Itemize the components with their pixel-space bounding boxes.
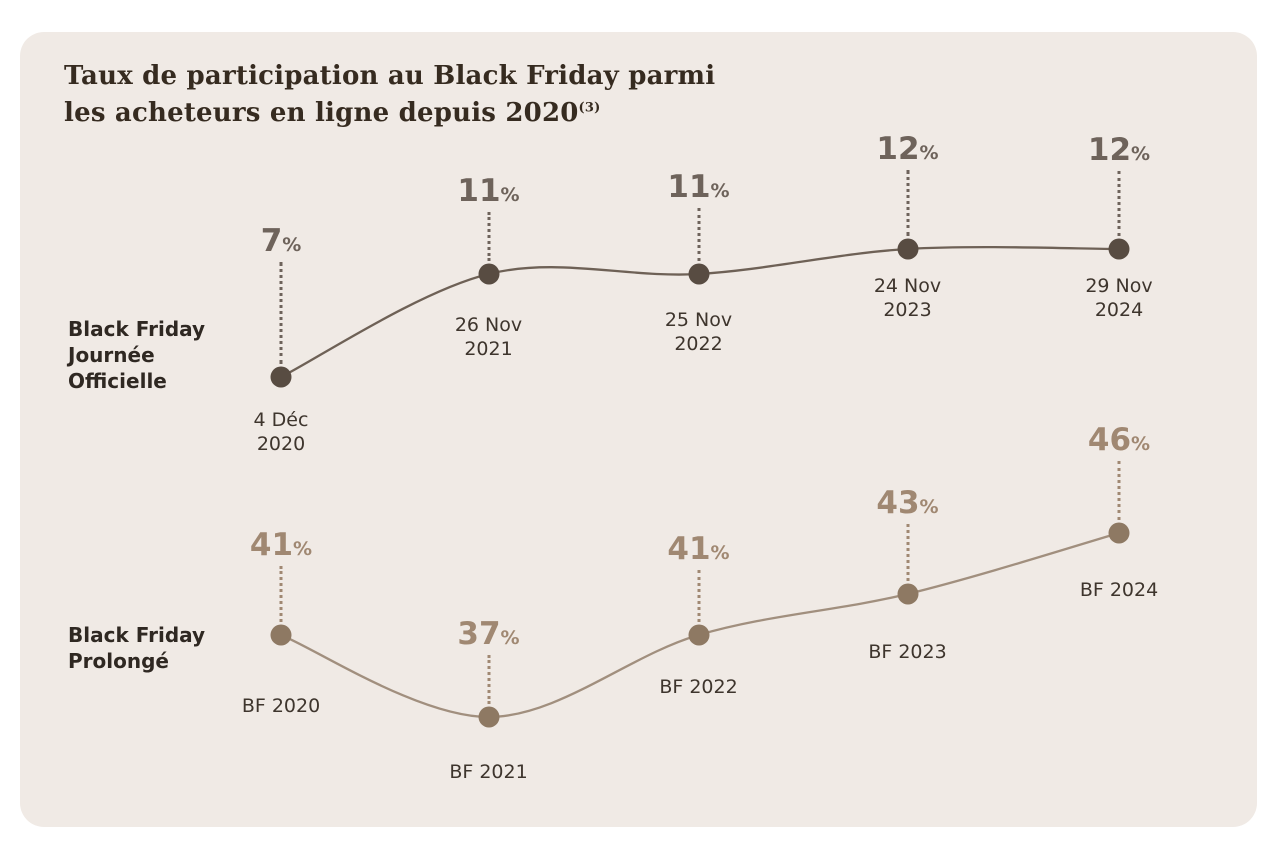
value-number: 12 <box>1087 132 1132 168</box>
x-axis-label: BF 2024 <box>1080 578 1158 602</box>
x-axis-label: 25 Nov 2022 <box>665 308 732 356</box>
x-axis-label-line: 2024 <box>1094 299 1144 321</box>
value-number: 7 <box>260 223 283 259</box>
percent-sign: % <box>710 542 730 564</box>
x-axis-label-line: BF 2021 <box>449 761 528 783</box>
value-label: 12% <box>876 132 938 170</box>
x-axis-label: 4 Déc 2020 <box>254 408 309 456</box>
data-point-dot <box>478 263 499 285</box>
percent-sign: % <box>1131 143 1151 165</box>
data-point-dot <box>688 624 709 646</box>
percent-sign: % <box>710 180 730 202</box>
x-axis-label-line: 2021 <box>464 338 513 360</box>
value-number: 12 <box>876 131 920 167</box>
chart-title-line1: Taux de participation au Black Friday pa… <box>64 61 716 91</box>
value-number: 37 <box>457 616 501 652</box>
value-label: 11% <box>457 174 519 212</box>
percent-sign: % <box>919 496 939 518</box>
value-label: 41% <box>250 528 312 566</box>
x-axis-label-line: 24 Nov <box>873 275 942 297</box>
value-number: 41 <box>249 527 294 563</box>
dotted-connector <box>279 262 283 364</box>
x-axis-label: 26 Nov 2021 <box>455 313 522 361</box>
x-axis-label-line: BF 2023 <box>868 641 947 663</box>
dotted-connector <box>1117 461 1121 520</box>
value-number: 11 <box>457 173 501 209</box>
percent-sign: % <box>293 538 313 560</box>
x-axis-label-line: 29 Nov <box>1085 275 1153 297</box>
x-axis-label: BF 2021 <box>449 760 527 784</box>
dotted-connector <box>697 208 700 261</box>
series-label-official: Black Friday Journée Officielle <box>68 317 206 393</box>
value-number: 41 <box>667 531 711 567</box>
chart-title-line2: les acheteurs en ligne depuis 2020 <box>64 98 579 128</box>
chart-lines-svg <box>280 245 1120 719</box>
value-number: 46 <box>1087 422 1132 458</box>
dotted-connector <box>906 524 909 581</box>
chart-title-footnote: (3) <box>578 100 601 116</box>
x-axis-label-line: 25 Nov <box>664 309 733 331</box>
percent-sign: % <box>500 184 520 206</box>
dotted-connector <box>1117 171 1121 236</box>
value-label: 46% <box>1088 423 1150 461</box>
chart-card: Taux de participation au Black Friday pa… <box>20 32 1257 827</box>
data-point-dot <box>478 706 499 728</box>
line-chart: 7% 4 Déc 2020 11% 26 Nov 2021 11% 25 Nov 2022 12%… <box>20 32 1257 827</box>
value-label: 37% <box>457 617 519 655</box>
value-label: 7% <box>261 224 302 262</box>
percent-sign: % <box>500 627 520 649</box>
x-axis-label-line: BF 2020 <box>241 695 321 717</box>
percent-sign: % <box>282 234 302 256</box>
x-axis-label-line: 4 Déc <box>253 409 309 431</box>
x-axis-label: BF 2023 <box>868 640 946 664</box>
value-number: 11 <box>667 169 711 205</box>
data-point-dot <box>1108 522 1130 544</box>
value-label: 43% <box>876 486 938 524</box>
data-point-dot <box>897 238 918 260</box>
x-axis-label-line: 2022 <box>674 333 723 355</box>
x-axis-label: BF 2020 <box>242 694 320 718</box>
x-axis-label-line: 2023 <box>883 299 932 321</box>
data-point-dot <box>897 583 918 605</box>
dotted-connector <box>697 570 700 622</box>
dotted-connector <box>279 566 283 622</box>
value-label: 41% <box>667 532 729 570</box>
dotted-connector <box>487 655 490 704</box>
series-label-extended: Black Friday Prolongé <box>68 623 206 673</box>
x-axis-label-line: 2020 <box>256 433 306 455</box>
x-axis-label-line: BF 2024 <box>1079 579 1159 601</box>
percent-sign: % <box>919 142 939 164</box>
x-axis-label: 29 Nov 2024 <box>1085 274 1152 322</box>
value-label: 11% <box>667 170 729 208</box>
x-axis-label: 24 Nov 2023 <box>874 274 941 322</box>
data-point-dot <box>1108 238 1130 260</box>
dotted-connector <box>906 170 909 236</box>
x-axis-label-line: 26 Nov <box>454 314 523 336</box>
chart-title: Taux de participation au Black Friday pa… <box>64 58 715 132</box>
data-point-dot <box>270 624 292 646</box>
value-label: 12% <box>1088 133 1150 171</box>
data-point-dot <box>270 366 292 388</box>
data-point-dot <box>688 263 709 285</box>
dotted-connector <box>487 212 490 261</box>
percent-sign: % <box>1131 433 1151 455</box>
value-number: 43 <box>876 485 920 521</box>
x-axis-label-line: BF 2022 <box>659 676 738 698</box>
x-axis-label: BF 2022 <box>659 675 737 699</box>
